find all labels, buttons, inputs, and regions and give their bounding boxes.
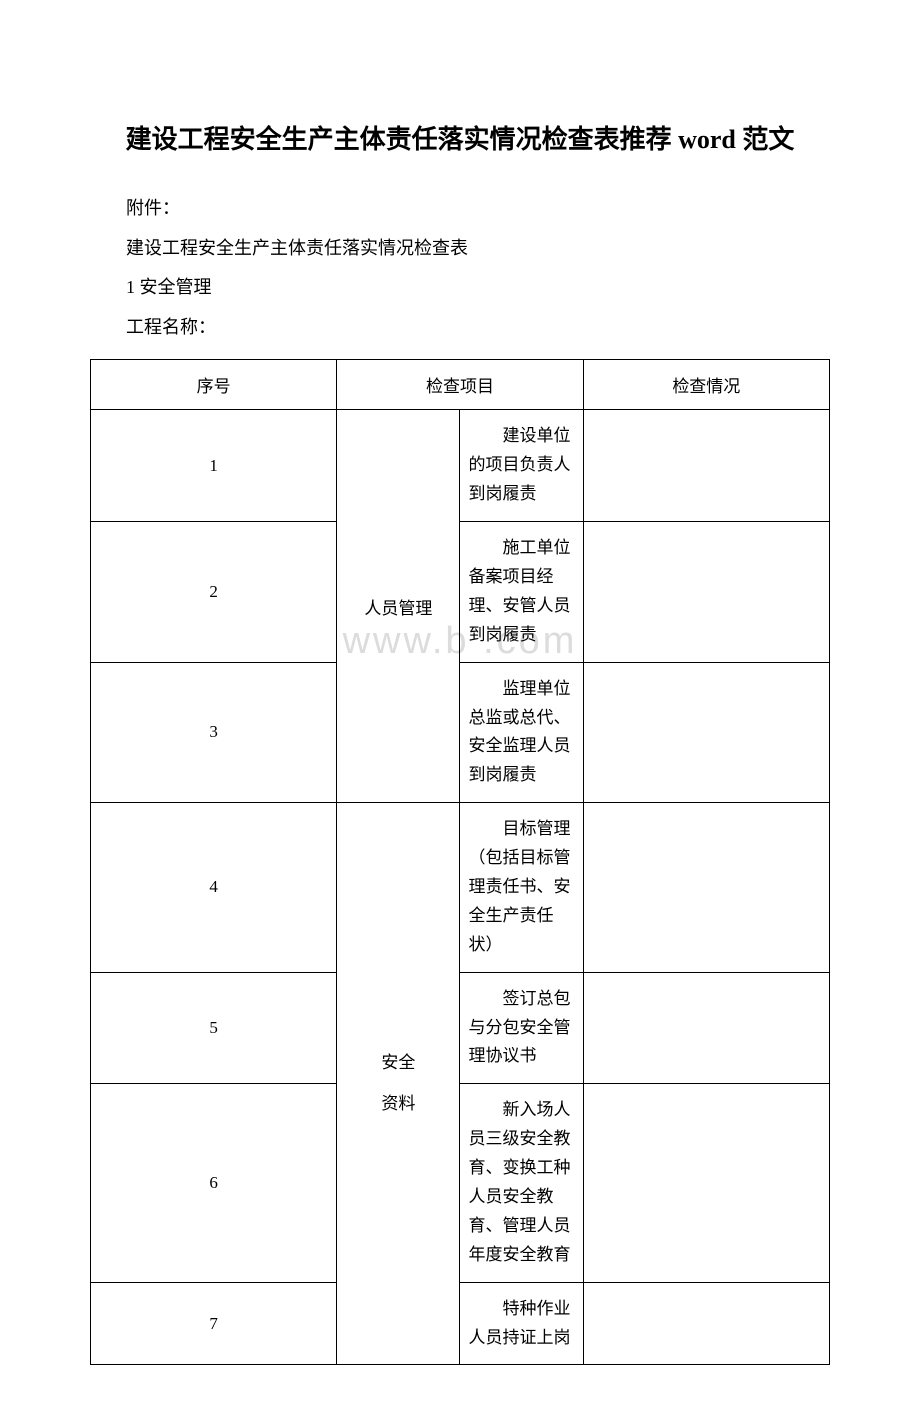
table-row: 7 特种作业人员持证上岗	[91, 1282, 830, 1365]
paragraph-attachment: 附件：	[90, 189, 830, 229]
document-content: 建设工程安全生产主体责任落实情况检查表推荐 word 范文 附件： 建设工程安全…	[90, 120, 830, 1365]
cell-status	[583, 410, 829, 522]
document-title: 建设工程安全生产主体责任落实情况检查表推荐 word 范文	[90, 120, 830, 159]
category-line2: 资料	[381, 1094, 415, 1113]
cell-seq: 3	[91, 662, 337, 803]
cell-status	[583, 1084, 829, 1282]
paragraph-project-name: 工程名称：	[90, 308, 830, 348]
paragraph-section: 1 安全管理	[90, 268, 830, 308]
cell-description: 新入场人员三级安全教育、变换工种人员安全教育、管理人员年度安全教育	[460, 1084, 583, 1282]
header-sequence: 序号	[91, 360, 337, 410]
inspection-table: 序号 检查项目 检查情况 1 人员管理 建设单位的项目负责人到岗履责 2 施工单…	[90, 359, 830, 1365]
cell-seq: 1	[91, 410, 337, 522]
cell-description: 施工单位备案项目经理、安管人员到岗履责	[460, 522, 583, 663]
paragraph-subtitle: 建设工程安全生产主体责任落实情况检查表	[90, 229, 830, 269]
cell-description: 签订总包与分包安全管理协议书	[460, 972, 583, 1084]
cell-status	[583, 803, 829, 972]
category-line1: 安全	[381, 1053, 415, 1072]
cell-description: 特种作业人员持证上岗	[460, 1282, 583, 1365]
cell-status	[583, 522, 829, 663]
table-row: 6 新入场人员三级安全教育、变换工种人员安全教育、管理人员年度安全教育	[91, 1084, 830, 1282]
cell-description: 监理单位总监或总代、安全监理人员到岗履责	[460, 662, 583, 803]
cell-category-safety: 安全 资料	[337, 803, 460, 1365]
cell-status	[583, 972, 829, 1084]
cell-status	[583, 662, 829, 803]
cell-seq: 4	[91, 803, 337, 972]
table-row: 1 人员管理 建设单位的项目负责人到岗履责	[91, 410, 830, 522]
cell-seq: 5	[91, 972, 337, 1084]
cell-category-personnel: 人员管理	[337, 410, 460, 803]
header-status: 检查情况	[583, 360, 829, 410]
cell-status	[583, 1282, 829, 1365]
cell-seq: 6	[91, 1084, 337, 1282]
table-row: 4 安全 资料 目标管理（包括目标管理责任书、安全生产责任状）	[91, 803, 830, 972]
cell-description: 目标管理（包括目标管理责任书、安全生产责任状）	[460, 803, 583, 972]
cell-seq: 2	[91, 522, 337, 663]
cell-description: 建设单位的项目负责人到岗履责	[460, 410, 583, 522]
table-header-row: 序号 检查项目 检查情况	[91, 360, 830, 410]
header-check-item: 检查项目	[337, 360, 583, 410]
table-row: 3 监理单位总监或总代、安全监理人员到岗履责	[91, 662, 830, 803]
table-row: 5 签订总包与分包安全管理协议书	[91, 972, 830, 1084]
table-row: 2 施工单位备案项目经理、安管人员到岗履责	[91, 522, 830, 663]
cell-seq: 7	[91, 1282, 337, 1365]
